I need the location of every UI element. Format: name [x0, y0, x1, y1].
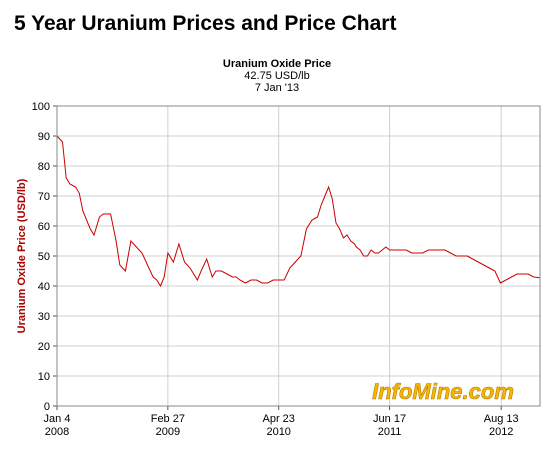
x-tick-label: Jan 4 — [44, 413, 71, 425]
x-tick-year: 2012 — [489, 426, 513, 438]
y-tick-label: 40 — [38, 281, 50, 293]
y-tick-label: 50 — [38, 251, 50, 263]
chart-header-title: Uranium Oxide Price — [223, 58, 331, 70]
chart-header-date: 7 Jan '13 — [255, 82, 299, 94]
x-tick-label: Apr 23 — [262, 413, 294, 425]
chart-header-price: 42.75 USD/lb — [244, 70, 309, 82]
y-tick-label: 100 — [32, 101, 50, 113]
series-line-uranium-price — [56, 135, 541, 288]
x-tick-year: 2009 — [156, 426, 180, 438]
x-tick-year: 2011 — [378, 426, 402, 438]
y-tick-label: 30 — [38, 311, 50, 323]
x-tick-label: Aug 13 — [484, 413, 519, 425]
x-tick-year: 2010 — [266, 426, 290, 438]
watermark-logo: InfoMine.com — [372, 379, 514, 404]
y-tick-label: 20 — [38, 341, 50, 353]
y-tick-label: 90 — [38, 131, 50, 143]
y-tick-label: 80 — [38, 161, 50, 173]
page-title: 5 Year Uranium Prices and Price Chart — [14, 12, 397, 35]
x-tick-year: 2008 — [45, 426, 69, 438]
y-tick-label: 60 — [38, 221, 50, 233]
plot-border — [56, 105, 541, 407]
y-tick-label: 0 — [44, 401, 50, 413]
x-tick-label: Feb 27 — [151, 413, 185, 425]
y-tick-label: 10 — [38, 371, 50, 383]
x-tick-label: Jun 17 — [373, 413, 406, 425]
y-tick-label: 70 — [38, 191, 50, 203]
y-axis-label: Uranium Oxide Price (USD/lb) — [16, 178, 28, 333]
